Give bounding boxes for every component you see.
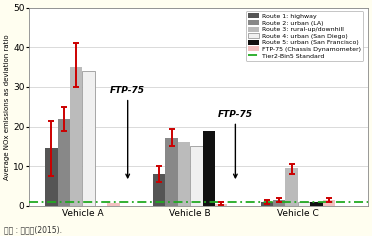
Text: FTP-75: FTP-75 [110,86,145,178]
Legend: Route 1: highway, Route 2: urban (LA), Route 3: rural-up/downhill, Route 4: urba: Route 1: highway, Route 2: urban (LA), R… [246,11,363,61]
Bar [310,202,323,206]
Text: 자료 : 정용일(2015).: 자료 : 정용일(2015). [4,226,62,235]
Bar [190,146,202,206]
Text: FTP-75: FTP-75 [218,110,253,178]
Bar [83,71,95,206]
Bar [298,202,310,206]
Bar [215,203,227,206]
Bar [166,139,178,206]
Bar [45,148,58,206]
Bar [178,143,190,206]
Bar [323,200,335,206]
Bar [58,119,70,206]
Bar [261,202,273,206]
Bar [70,67,83,206]
Bar [285,168,298,206]
Bar [107,203,120,206]
Bar [273,200,285,206]
Y-axis label: Average NOx emissions as deviation ratio: Average NOx emissions as deviation ratio [4,34,10,180]
Bar [153,174,166,206]
Bar [202,131,215,206]
